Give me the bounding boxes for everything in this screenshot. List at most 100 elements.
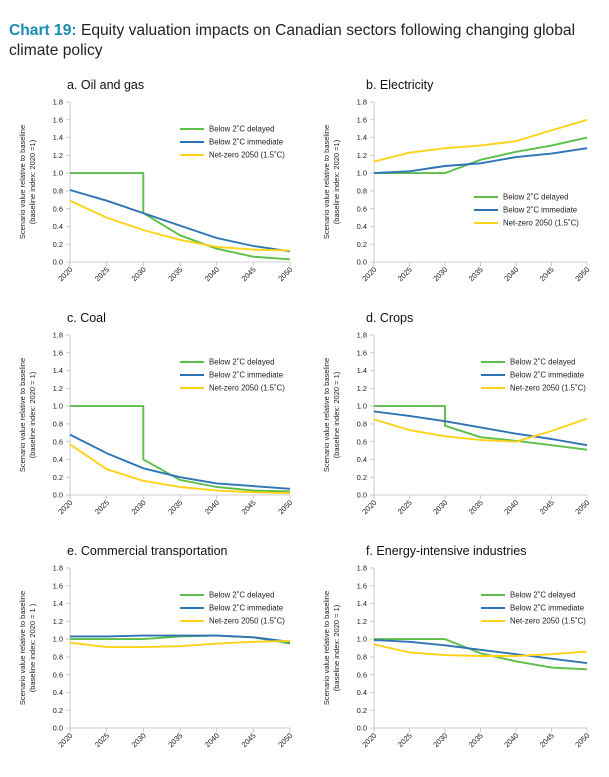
y-axis-title-line: Scenario value relative to baseline — [18, 125, 27, 239]
y-axis-title-line: (baseline index: 2020 =1) — [28, 139, 37, 224]
y-axis-title: Scenario value relative to baseline(base… — [18, 358, 37, 472]
y-tick-label: 0.4 — [53, 455, 63, 464]
x-tick-label: 2040 — [203, 265, 221, 283]
y-tick-label: 0.4 — [357, 222, 367, 231]
y-tick-label: 1.6 — [357, 115, 367, 124]
y-tick-label: 0.6 — [53, 670, 63, 679]
y-tick-label: 1.2 — [357, 384, 367, 393]
legend-entry: Below 2˚C immediate — [503, 206, 577, 215]
y-tick-label: 0.2 — [53, 706, 63, 715]
panel-electricity: b. Electricity Scenario value relative to… — [322, 78, 591, 283]
x-tick-label: 2025 — [93, 265, 111, 283]
y-tick-label: 0.6 — [357, 437, 367, 446]
y-axis-title-line: Scenario value relative to baseline — [322, 125, 331, 239]
y-tick-label: 0.0 — [53, 258, 63, 267]
x-tick-label: 2020 — [56, 498, 74, 516]
y-tick-label: 0.0 — [53, 724, 63, 733]
x-tick-label: 2050 — [276, 731, 294, 749]
y-tick-label: 1.8 — [53, 98, 63, 107]
y-tick-label: 0.8 — [53, 419, 63, 428]
y-tick-label: 0.6 — [357, 670, 367, 679]
x-tick-label: 2035 — [166, 731, 184, 749]
y-tick-label: 1.6 — [357, 348, 367, 357]
x-tick-label: 2025 — [396, 498, 414, 516]
x-tick-label: 2035 — [467, 731, 485, 749]
legend-entry: Below 2˚C immediate — [209, 604, 283, 613]
y-tick-label: 0.8 — [53, 186, 63, 195]
y-tick-label: 0.6 — [357, 204, 367, 213]
y-axis-title-line: Scenario value relative to baseline — [18, 591, 27, 705]
x-tick-label: 2025 — [93, 731, 111, 749]
x-tick-label: 2035 — [467, 265, 485, 283]
x-tick-label: 2045 — [538, 731, 556, 749]
series-net-zero-2050-line — [69, 443, 291, 495]
x-tick-label: 2050 — [573, 731, 591, 749]
x-tick-label: 2050 — [276, 498, 294, 516]
x-tick-label: 2025 — [93, 498, 111, 516]
y-tick-label: 1.2 — [357, 151, 367, 160]
legend-entry: Net-zero 2050 (1.5˚C) — [209, 151, 285, 160]
y-axis-title: Scenario value relative to baseline(base… — [322, 591, 341, 705]
series-below-2c-delayed-line — [374, 638, 588, 671]
panel-crops: d. Crops Scenario value relative to basel… — [322, 311, 591, 516]
x-tick-label: 2020 — [56, 265, 74, 283]
y-axis-title: Scenario value relative to baseline(base… — [18, 125, 37, 239]
y-tick-label: 0.2 — [53, 240, 63, 249]
x-tick-label: 2045 — [240, 731, 258, 749]
y-tick-label: 1.0 — [53, 402, 63, 411]
y-tick-label: 1.4 — [53, 599, 63, 608]
legend-entry: Below 2˚C immediate — [209, 371, 283, 380]
y-axis-title: Scenario value relative to baseline(base… — [322, 358, 341, 472]
x-tick-label: 2040 — [502, 731, 520, 749]
x-tick-label: 2045 — [240, 498, 258, 516]
y-axis-title-line: (baseline index: 2020 = 1) — [332, 371, 341, 458]
series-below-2c-delayed-line — [70, 405, 291, 493]
x-tick-label: 2025 — [396, 265, 414, 283]
panel-title: b. Electricity — [366, 78, 434, 92]
y-tick-label: 0.4 — [357, 455, 367, 464]
x-tick-label: 2050 — [573, 265, 591, 283]
x-tick-label: 2040 — [502, 265, 520, 283]
legend-entry: Below 2˚C delayed — [209, 358, 274, 367]
y-tick-label: 1.4 — [53, 366, 63, 375]
legend-entry: Net-zero 2050 (1.5˚C) — [209, 617, 285, 626]
legend-entry: Net-zero 2050 (1.5˚C) — [510, 384, 586, 393]
legend-entry: Below 2˚C delayed — [510, 358, 575, 367]
x-tick-label: 2030 — [431, 498, 449, 516]
legend-entry: Below 2˚C delayed — [503, 193, 568, 202]
y-tick-label: 0.8 — [357, 652, 367, 661]
x-tick-label: 2030 — [130, 265, 148, 283]
y-tick-label: 1.2 — [53, 384, 63, 393]
y-axis-title: Scenario value relative to baseline(base… — [322, 125, 341, 239]
y-tick-label: 1.4 — [357, 366, 367, 375]
legend-entry: Below 2˚C immediate — [209, 138, 283, 147]
x-tick-label: 2030 — [431, 265, 449, 283]
panel-title: a. Oil and gas — [67, 78, 144, 92]
series-below-2c-delayed-line — [374, 405, 588, 451]
y-axis-title-line: Scenario value relative to baseline — [18, 358, 27, 472]
panel-title: c. Coal — [67, 311, 106, 325]
x-tick-label: 2035 — [166, 498, 184, 516]
y-tick-label: 1.0 — [357, 169, 367, 178]
legend-entry: Net-zero 2050 (1.5˚C) — [209, 384, 285, 393]
x-tick-label: 2030 — [130, 731, 148, 749]
panel-coal: c. Coal Scenario value relative to baseli… — [18, 311, 294, 516]
series-net-zero-2050-line — [373, 118, 588, 163]
y-tick-label: 1.0 — [357, 402, 367, 411]
y-tick-label: 1.6 — [53, 581, 63, 590]
x-tick-label: 2030 — [130, 498, 148, 516]
y-tick-label: 0.4 — [357, 688, 367, 697]
y-axis-title-line: Scenario value relative to baseline — [322, 358, 331, 472]
legend-entry: Below 2˚C immediate — [510, 604, 584, 613]
y-tick-label: 1.8 — [53, 331, 63, 340]
y-tick-label: 1.0 — [53, 635, 63, 644]
y-tick-label: 0.8 — [357, 186, 367, 195]
y-tick-label: 0.2 — [53, 473, 63, 482]
y-tick-label: 1.0 — [53, 169, 63, 178]
series-below-2c-immediate-line — [373, 147, 588, 175]
legend-entry: Net-zero 2050 (1.5˚C) — [503, 219, 579, 228]
legend-entry: Net-zero 2050 (1.5˚C) — [510, 617, 586, 626]
y-tick-label: 0.0 — [357, 491, 367, 500]
x-tick-label: 2045 — [240, 265, 258, 283]
panel-energy-intensive-industries: f. Energy-intensive industries Scenario v… — [322, 544, 591, 749]
